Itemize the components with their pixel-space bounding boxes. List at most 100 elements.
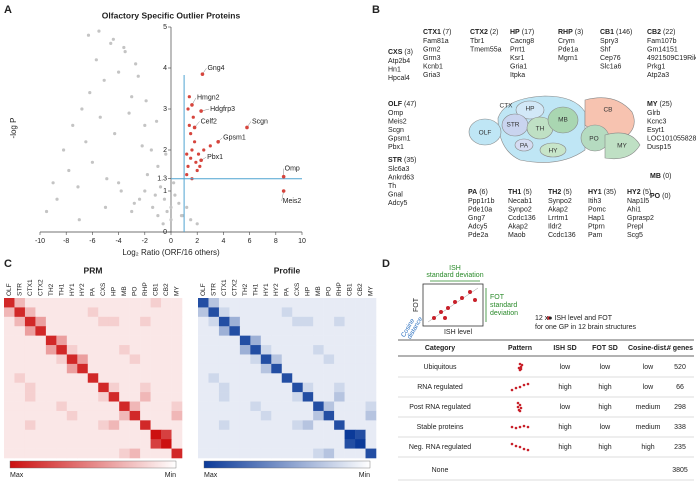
gene: Crym [558,38,575,45]
legend-max: Max [10,472,24,479]
diagram-label: MB [558,117,568,124]
heat-cell [14,316,26,327]
heat-cell [140,363,151,374]
heat-cell [14,354,26,365]
caption: 12 x● ISH level and FOT [535,315,613,322]
heat-cell [323,363,335,374]
heat-cell [313,326,324,336]
x-tick-label: -8 [63,238,69,245]
heat-cell [150,307,162,318]
heat-cell [77,354,89,365]
heatmap-title: Profile [274,265,301,275]
heat-cell [150,373,162,384]
heat-cell [56,298,68,308]
gene: Gria1 [510,63,527,70]
heat-cell [313,420,324,431]
table-cell: low [643,364,654,371]
heat-cell [14,392,26,402]
column-label: TH2 [48,283,55,296]
heat-cell [229,420,241,431]
heat-cell [4,410,15,421]
heat-cell [161,373,172,384]
table-header: ISH SD [553,345,576,352]
heat-cell [14,335,26,346]
heat-cell [229,448,241,459]
heat-cell [56,420,68,431]
dot [460,296,464,300]
heat-cell [239,335,251,346]
heat-cell [119,326,130,336]
heat-cell [98,335,110,346]
heat-cell [45,429,57,440]
heat-cell [344,382,356,393]
heat-cell [4,429,15,440]
heat-cell [56,392,68,402]
heat-cell [281,307,293,318]
heat-cell [229,382,241,393]
heat-cell [14,373,26,384]
table-cell: high [598,444,611,451]
column-label: PO [132,287,139,296]
heat-cell [355,420,366,431]
gene: Akap2 [508,223,528,230]
point [97,29,101,33]
heat-cell [313,345,324,355]
heat-cell [77,401,89,412]
heat-cell [302,373,314,384]
point [154,119,159,123]
table-cell: high [558,444,571,451]
heat-cell [129,420,141,431]
heat-cell [129,401,141,412]
heat-cell [355,401,366,412]
heat-cell [292,448,304,459]
point [172,181,176,185]
region-count: (6) [479,189,488,196]
region-heading: CXS (3) [388,49,413,56]
heat-cell [239,298,251,308]
heat-cell [302,410,314,421]
heat-cell [271,392,283,402]
pattern-dot [526,448,530,452]
heat-cell [260,354,272,365]
heat-cell [98,363,110,374]
heat-cell [77,373,89,384]
panel-label: D [382,258,390,270]
heat-cell [35,392,47,402]
pattern-dot [514,386,518,390]
gene: Ptprn [588,223,605,230]
region-name: CXS [388,49,403,56]
heat-cell [108,307,120,318]
heat-cell [365,373,377,384]
point [169,218,173,222]
point [145,173,150,177]
table-cell: high [558,384,571,391]
heat-cell [98,401,110,412]
heat-cell [45,382,57,393]
gene: Slc6a3 [388,166,410,173]
heat-cell [24,448,36,459]
point [149,148,153,152]
point [191,115,195,119]
heat-cell [24,354,36,365]
pa-shape [514,138,534,152]
heat-cell [218,335,230,346]
gene: Spry3 [600,38,618,45]
region-heading: STR (35) [388,157,416,164]
heat-cell [365,335,377,346]
gene: Cacng8 [510,38,534,45]
gene: Synpo2 [508,206,532,213]
point [132,201,136,205]
heat-cell [344,420,356,431]
x-tick-label: -2 [142,238,148,245]
gene: Fam81a [423,38,449,45]
diagram-label: PO [589,136,598,143]
heat-cell [119,345,130,355]
heat-cell [302,326,314,336]
heat-cell [129,382,141,393]
heat-cell [98,354,110,365]
heat-cell [302,382,314,393]
heat-cell [260,439,272,449]
x-axis-label: ISH level [444,329,472,336]
heat-cell [208,448,220,459]
table-cell: Stable proteins [417,424,464,431]
